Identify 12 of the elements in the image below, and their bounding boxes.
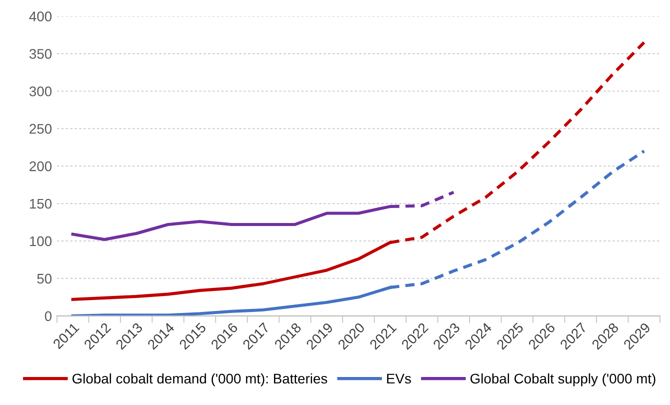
y-tick-label: 350 xyxy=(29,48,52,59)
y-tick-label: 150 xyxy=(30,198,52,209)
y-tick-label: 300 xyxy=(29,86,52,96)
legend-label: EVs xyxy=(387,374,411,384)
y-tick-label: 0 xyxy=(44,311,52,322)
y-tick-label: 100 xyxy=(30,236,52,246)
y-tick-label: 400 xyxy=(29,12,52,22)
y-tick-label: 200 xyxy=(30,161,52,172)
y-tick-label: 50 xyxy=(37,274,52,284)
y-tick-label: 250 xyxy=(30,124,52,134)
legend-label: Global cobalt demand ('000 mt): Batteries xyxy=(72,373,328,386)
legend-label: Global Cobalt supply ('000 mt) xyxy=(470,373,656,386)
